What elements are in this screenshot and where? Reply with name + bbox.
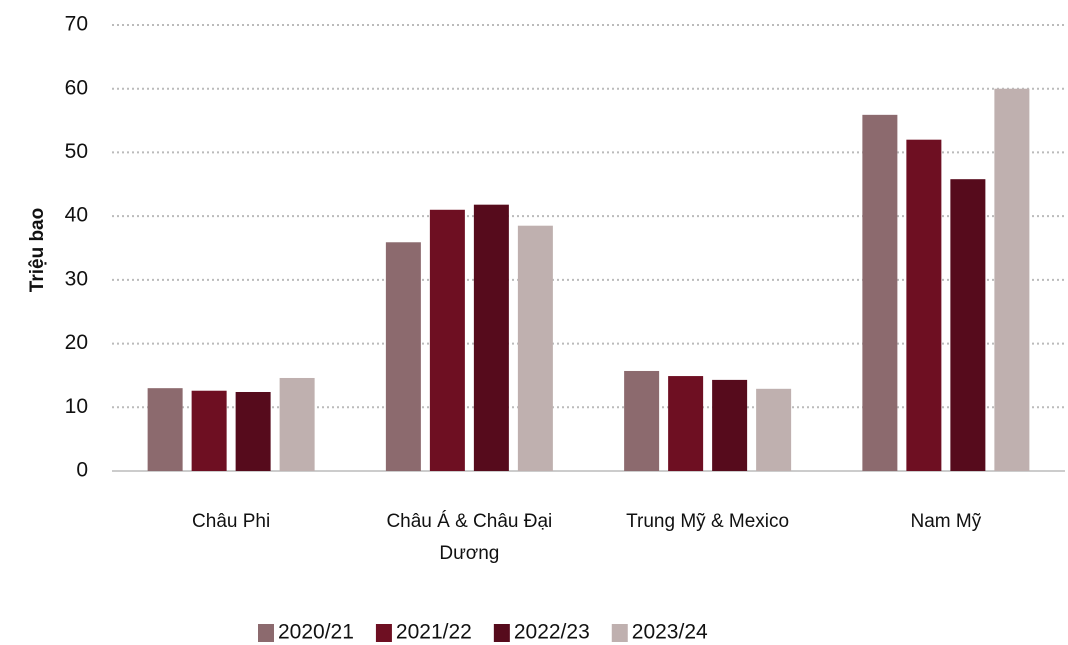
bar — [624, 370, 660, 471]
legend-label: 2022/23 — [514, 621, 590, 644]
x-tick-label: Châu Á & Châu Đại Dương — [386, 511, 553, 564]
bar — [950, 179, 986, 471]
legend-swatch — [493, 624, 510, 642]
y-tick-label: 40 — [65, 204, 88, 227]
x-tick-label: Trung Mỹ & Mexico — [626, 511, 790, 532]
legend-label: 2021/22 — [396, 621, 472, 644]
legend-swatch — [258, 624, 274, 642]
y-tick-label: 0 — [76, 459, 88, 482]
bar — [385, 242, 421, 471]
legend-label: 2020/21 — [278, 621, 354, 644]
y-tick-label: 50 — [65, 140, 88, 163]
y-axis-label: Triệu bao — [27, 208, 48, 292]
bar — [756, 388, 792, 471]
bar — [906, 139, 942, 471]
bar — [279, 377, 315, 471]
bar — [862, 114, 898, 471]
bar — [668, 376, 704, 471]
y-tick-label: 10 — [65, 395, 88, 418]
y-tick-label: 70 — [65, 13, 88, 36]
y-tick-label: 60 — [65, 76, 88, 99]
y-tick-label: 30 — [65, 267, 88, 290]
y-tick-label: 20 — [65, 331, 88, 354]
bar — [429, 209, 465, 471]
x-tick-label: Châu Phi — [192, 511, 271, 532]
legend-label: 2023/24 — [632, 621, 708, 644]
bar — [517, 225, 553, 471]
bar — [473, 204, 509, 471]
legend-swatch — [611, 624, 628, 642]
bar — [191, 390, 227, 471]
bar — [712, 379, 748, 471]
bar — [147, 388, 183, 471]
bar — [994, 88, 1030, 471]
legend-swatch — [375, 624, 392, 642]
x-tick-label: Nam Mỹ — [910, 511, 982, 532]
bar — [235, 391, 271, 471]
